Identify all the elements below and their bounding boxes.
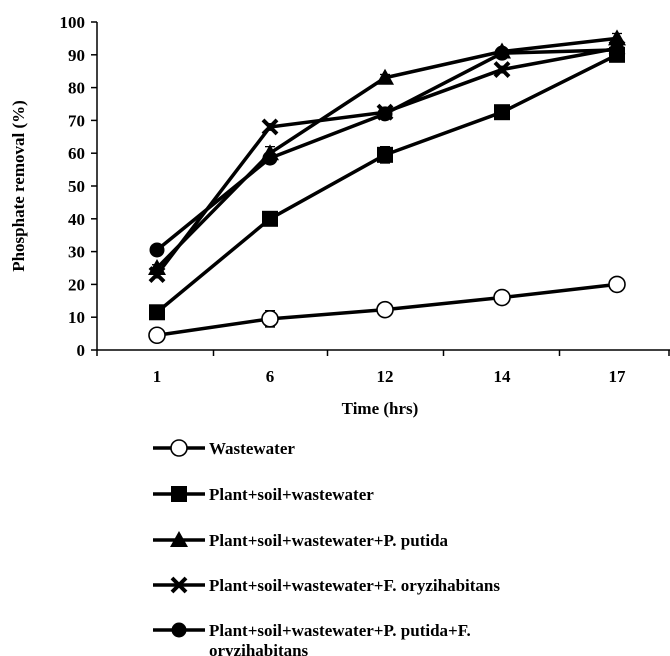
x-tick-label: 17 [609, 367, 627, 386]
y-tick-label: 90 [68, 46, 85, 65]
y-axis-title: Phosphate removal (%) [9, 100, 28, 272]
x-tick-label: 1 [153, 367, 162, 386]
data-point [148, 326, 166, 345]
x-tick-label: 12 [377, 367, 394, 386]
legend: Wastewater Plant+soil+wastewater Plant+soi… [153, 439, 500, 656]
legend-marker [170, 531, 188, 547]
data-point [261, 118, 279, 136]
data-point [493, 61, 511, 78]
legend-label: Plant+soil+wastewater+P. putida+F. oryzih… [209, 621, 471, 656]
data-point [376, 300, 394, 319]
series-1 [148, 275, 626, 345]
legend-entry-1: Wastewater [153, 439, 295, 458]
legend-label-line: Plant+soil+wastewater+P. putida+F. [209, 621, 471, 640]
y-tick-label: 0 [77, 341, 86, 360]
legend-entry-5: Plant+soil+wastewater+P. putida+F. oryzih… [153, 621, 471, 656]
y-tick-label: 70 [68, 111, 85, 130]
y-tick-label: 40 [68, 210, 85, 229]
legend-label: Plant+soil+wastewater+F. oryzihabitans [209, 576, 500, 595]
y-tick-label: 20 [68, 275, 85, 294]
axes: 0 10 20 30 40 50 60 70 80 90 100 1 6 12 14 17 [60, 13, 670, 386]
legend-entry-3: Plant+soil+wastewater+P. putida [153, 531, 449, 550]
data-point [493, 288, 511, 307]
x-tick-label: 14 [494, 367, 512, 386]
data-point [609, 42, 625, 58]
y-tick-label: 10 [68, 308, 85, 327]
legend-marker [171, 486, 187, 502]
data-point [377, 146, 393, 163]
x-marker-stroke [493, 61, 511, 78]
x-marker-stroke [148, 266, 166, 283]
data-point [608, 275, 626, 294]
x-marker-stroke [170, 576, 188, 594]
data-point [377, 106, 393, 122]
legend-label: Plant+soil+wastewater [209, 485, 374, 504]
legend-label-line: Wastewater [209, 439, 295, 458]
data-point [262, 150, 278, 166]
legend-entry-4: Plant+soil+wastewater+F. oryzihabitans [153, 576, 500, 595]
legend-marker [171, 622, 187, 638]
x-axis-title: Time (hrs) [342, 399, 419, 418]
data-point [148, 266, 166, 283]
series-5 [149, 42, 625, 258]
data-point [376, 68, 394, 85]
legend-label-line: Plant+soil+wastewater [209, 485, 374, 504]
legend-label-line: oryzihabitans [209, 641, 309, 656]
legend-label: Wastewater [209, 439, 295, 458]
y-tick-label: 60 [68, 144, 85, 163]
y-tick-label: 80 [68, 79, 85, 98]
data-point [262, 210, 278, 227]
y-tick-label: 50 [68, 177, 85, 196]
data-point [149, 304, 165, 321]
x-marker-stroke [261, 118, 279, 136]
legend-marker [170, 439, 188, 457]
y-tick-label: 30 [68, 243, 85, 262]
data-point [149, 242, 165, 258]
data-point [494, 104, 510, 121]
legend-label: Plant+soil+wastewater+P. putida [209, 531, 449, 550]
data-point [494, 45, 510, 61]
series-2 [149, 46, 625, 321]
legend-entry-2: Plant+soil+wastewater [153, 485, 374, 504]
y-tick-label: 100 [60, 13, 86, 32]
data-point [261, 310, 279, 328]
legend-marker [170, 576, 188, 594]
legend-label-line: Plant+soil+wastewater+F. oryzihabitans [209, 576, 500, 595]
series-layer [148, 29, 626, 345]
x-tick-label: 6 [266, 367, 275, 386]
legend-label-line: Plant+soil+wastewater+P. putida [209, 531, 449, 550]
